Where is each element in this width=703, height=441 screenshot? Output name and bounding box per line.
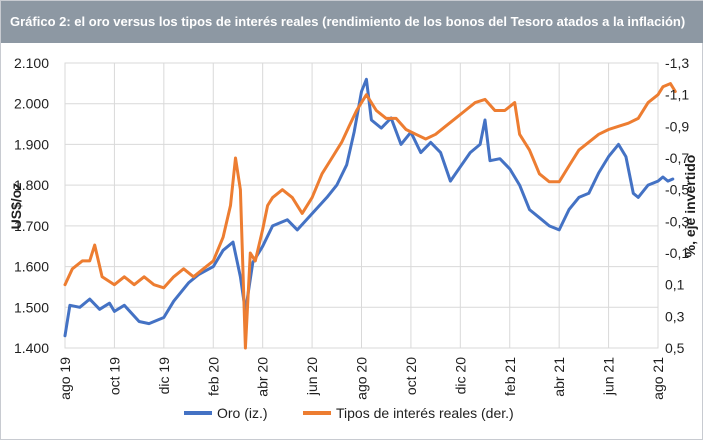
legend: Oro (iz.) Tipos de interés reales (der.) — [184, 405, 514, 421]
series-line-gold — [63, 77, 675, 338]
legend-label-rates: Tipos de interés reales (der.) — [336, 405, 514, 421]
y-right-tick-label: -1,1 — [665, 87, 689, 103]
x-tick-label: abr 20 — [255, 357, 271, 397]
y-left-tick-label: 2.100 — [14, 55, 49, 71]
x-tick-label: abr 21 — [551, 357, 567, 397]
y-left-tick-label: 2.000 — [14, 96, 49, 112]
y-right-tick-label: 0,3 — [665, 308, 685, 324]
y-left-tick-label: 1.900 — [14, 136, 49, 152]
chart-title-bar: Gráfico 2: el oro versus los tipos de in… — [1, 1, 703, 43]
axis-labels: 1.400 1.500 1.600 1.700 1.800 1.900 2.000 2.100… — [14, 55, 689, 400]
x-tick-label: oct 20 — [403, 357, 419, 395]
x-tick-label: feb 20 — [205, 357, 221, 396]
y-left-tick-label: 1.800 — [14, 177, 49, 193]
y-right-tick-label: 0,1 — [665, 277, 685, 293]
x-tick-label: dic 19 — [156, 357, 172, 395]
series-line-real-rates — [63, 82, 677, 350]
y-right-tick-label: -0,5 — [665, 182, 689, 198]
y-left-tick-label: 1.400 — [14, 340, 49, 356]
y-right-tick-label: -1,3 — [665, 55, 689, 71]
y-axis-right-title: %, eje invertido — [682, 155, 698, 258]
x-tick-label: feb 21 — [502, 357, 518, 396]
y-left-tick-label: 1.700 — [14, 218, 49, 234]
legend-label-gold: Oro (iz.) — [217, 405, 268, 421]
y-right-tick-label: -0,1 — [665, 245, 689, 261]
series-lines — [63, 77, 677, 350]
x-tick-label: oct 19 — [106, 357, 122, 395]
y-right-tick-label: -0,3 — [665, 213, 689, 229]
y-right-tick-label: 0,5 — [665, 340, 685, 356]
x-tick-label: jun 20 — [304, 357, 320, 396]
y-left-tick-label: 1.600 — [14, 259, 49, 275]
x-tick-label: ago 21 — [650, 357, 666, 400]
grid-lines — [64, 62, 659, 349]
y-left-tick-label: 1.500 — [14, 299, 49, 315]
x-tick-label: jun 21 — [601, 357, 617, 396]
y-axis-left-title: US$/oz — [8, 183, 24, 230]
y-right-tick-label: -0,7 — [665, 150, 689, 166]
x-tick-label: dic 20 — [452, 357, 468, 395]
x-tick-label: ago 19 — [57, 357, 73, 400]
y-right-tick-label: -0,9 — [665, 118, 689, 134]
x-tick-label: ago 20 — [354, 357, 370, 400]
